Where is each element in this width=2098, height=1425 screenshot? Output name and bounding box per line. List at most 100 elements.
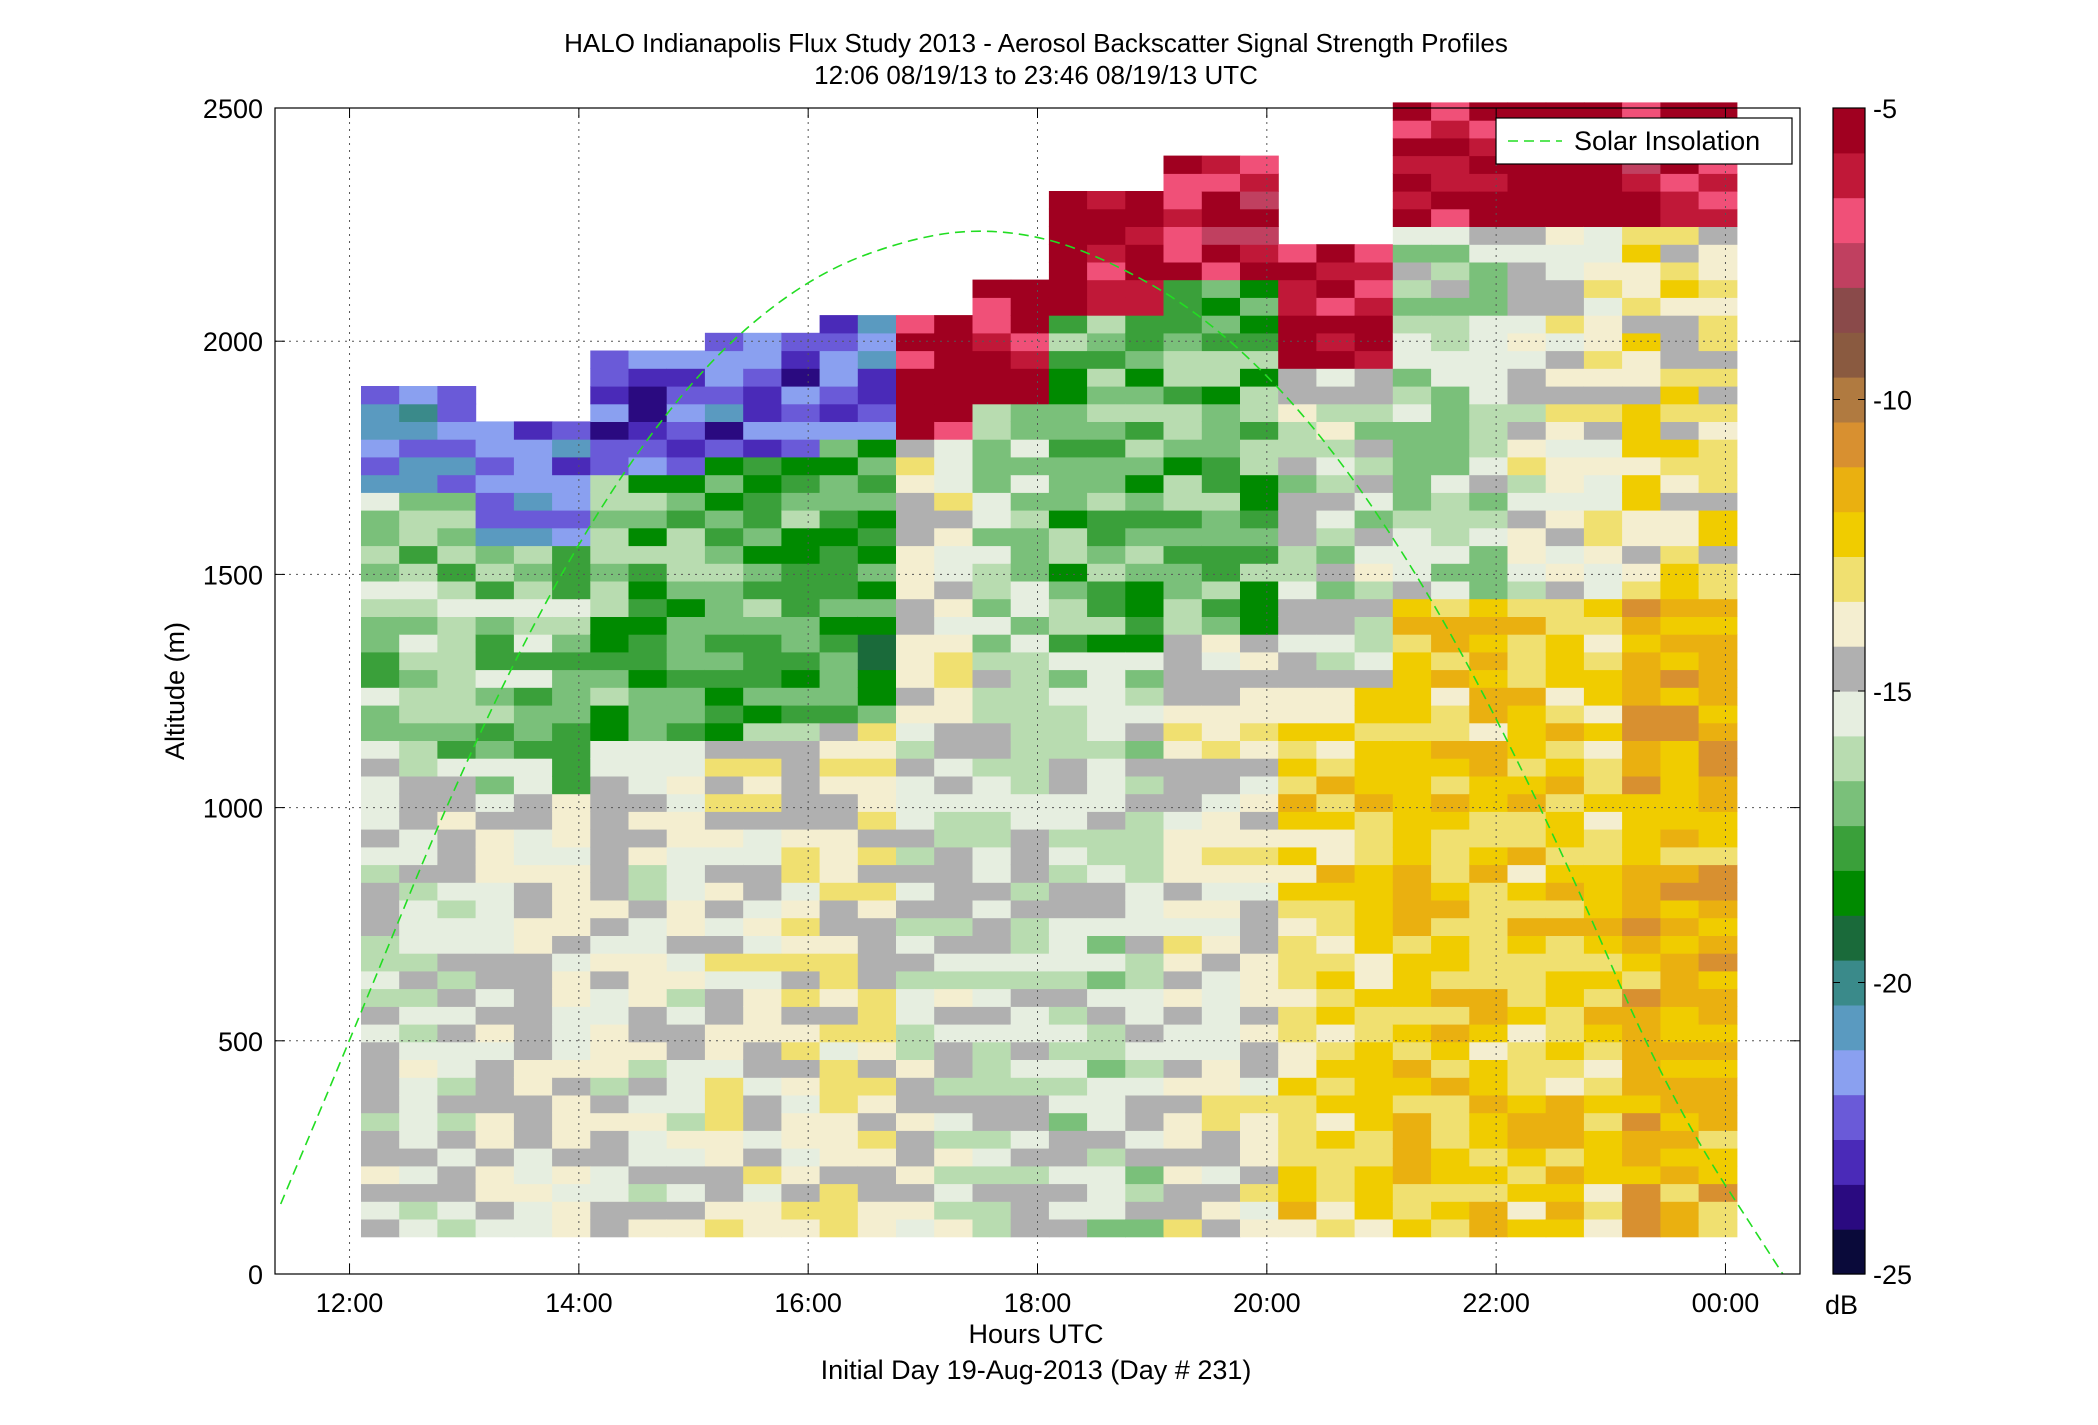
- heatmap-cell: [361, 669, 400, 688]
- heatmap-cell: [857, 740, 897, 759]
- heatmap-cell: [1354, 669, 1394, 688]
- heatmap-cell: [1545, 1006, 1585, 1025]
- heatmap-cell: [1240, 510, 1279, 529]
- heatmap-cell: [1354, 1165, 1394, 1185]
- heatmap-cell: [1507, 864, 1547, 883]
- colorbar-swatch: [1833, 556, 1865, 602]
- heatmap-cell: [666, 935, 706, 954]
- heatmap-cell: [1660, 1148, 1700, 1167]
- heatmap-cell: [1240, 740, 1279, 759]
- heatmap-cell: [1240, 917, 1279, 936]
- heatmap-cell: [399, 1094, 438, 1114]
- heatmap-cell: [552, 1183, 591, 1202]
- heatmap-cell: [513, 1219, 553, 1238]
- heatmap-cell: [1087, 882, 1126, 901]
- heatmap-cell: [857, 634, 897, 653]
- heatmap-cell: [857, 953, 897, 972]
- heatmap-cell: [1316, 988, 1356, 1007]
- heatmap-cell: [1125, 1183, 1165, 1202]
- heatmap-cell: [1392, 935, 1432, 954]
- heatmap-cell: [1048, 1077, 1088, 1096]
- heatmap-cell: [1087, 279, 1126, 298]
- heatmap-cell: [1660, 1219, 1700, 1238]
- heatmap-cell: [475, 1148, 515, 1167]
- heatmap-cell: [513, 1112, 553, 1131]
- heatmap-cell: [1583, 1112, 1623, 1131]
- heatmap-cell: [1660, 917, 1700, 936]
- heatmap-cell: [896, 474, 935, 493]
- heatmap-cell: [628, 492, 668, 511]
- heatmap-cell: [475, 598, 515, 617]
- solar-insolation-line: [279, 230, 1784, 1275]
- heatmap-cell: [1545, 492, 1585, 511]
- heatmap-cell: [1392, 882, 1432, 901]
- heatmap-cell: [590, 545, 630, 564]
- heatmap-cell: [896, 1041, 935, 1060]
- heatmap-cell: [1048, 1219, 1088, 1238]
- heatmap-cell: [361, 1059, 400, 1078]
- heatmap-cell: [437, 492, 477, 511]
- heatmap-cell: [857, 882, 897, 901]
- heatmap-cell: [513, 456, 553, 476]
- heatmap-cell: [1087, 474, 1126, 493]
- heatmap-cell: [552, 988, 591, 1007]
- heatmap-cell: [1698, 917, 1738, 936]
- heatmap-cell: [666, 386, 706, 405]
- heatmap-cell: [1622, 208, 1661, 227]
- heatmap-cell: [934, 651, 973, 671]
- heatmap-cell: [972, 829, 1012, 848]
- heatmap-cell: [513, 1059, 553, 1078]
- heatmap-cell: [1048, 598, 1088, 617]
- heatmap-cell: [704, 368, 744, 387]
- heatmap-cell: [1698, 722, 1738, 741]
- heatmap-cell: [1431, 846, 1470, 866]
- heatmap-cell: [1163, 191, 1203, 210]
- heatmap-cell: [628, 563, 668, 582]
- heatmap-cell: [1010, 864, 1050, 883]
- heatmap-cell: [1431, 1077, 1470, 1096]
- heatmap-cell: [1316, 811, 1356, 830]
- heatmap-cell: [513, 864, 553, 883]
- heatmap-cell: [1431, 545, 1470, 564]
- heatmap-cell: [1660, 563, 1700, 582]
- heatmap-cell: [361, 439, 400, 458]
- heatmap-cell: [1087, 1112, 1126, 1131]
- heatmap-cell: [934, 456, 973, 476]
- heatmap-cell: [1278, 1201, 1317, 1220]
- heatmap-cell: [1392, 279, 1432, 298]
- heatmap-cell: [1469, 935, 1509, 954]
- heatmap-cell: [704, 935, 744, 954]
- heatmap-cell: [743, 1006, 782, 1025]
- heatmap-cell: [399, 882, 438, 901]
- heatmap-cell: [1125, 244, 1165, 263]
- heatmap-cell: [1087, 368, 1126, 387]
- heatmap-cell: [552, 1077, 591, 1096]
- heatmap-cell: [1316, 758, 1356, 777]
- heatmap-cell: [1010, 598, 1050, 617]
- heatmap-cell: [819, 1112, 859, 1131]
- heatmap-cell: [819, 1006, 859, 1025]
- heatmap-cell: [1431, 988, 1470, 1007]
- heatmap-cell: [513, 687, 553, 706]
- heatmap-cell: [628, 758, 668, 777]
- heatmap-cell: [1660, 279, 1700, 298]
- x-tick-label: 16:00: [774, 1288, 842, 1318]
- chart-title: HALO Indianapolis Flux Study 2013 - Aero…: [564, 28, 1508, 58]
- heatmap-cell: [399, 1201, 438, 1220]
- heatmap-cell: [1048, 953, 1088, 972]
- heatmap-cell: [1698, 102, 1738, 121]
- heatmap-cell: [819, 722, 859, 741]
- heatmap-cell: [1469, 651, 1509, 671]
- heatmap-cell: [1583, 1219, 1623, 1238]
- heatmap-cell: [437, 988, 477, 1007]
- heatmap-cell: [1163, 226, 1203, 245]
- heatmap-cell: [781, 527, 821, 547]
- heatmap-cell: [1125, 510, 1165, 529]
- heatmap-cell: [475, 510, 515, 529]
- heatmap-cell: [819, 368, 859, 387]
- heatmap-cell: [1392, 1024, 1432, 1043]
- heatmap-cell: [857, 1006, 897, 1025]
- colorbar: -5-10-15-20-25: [1832, 94, 1912, 1290]
- heatmap-cell: [1545, 297, 1585, 316]
- heatmap-cell: [1698, 386, 1738, 405]
